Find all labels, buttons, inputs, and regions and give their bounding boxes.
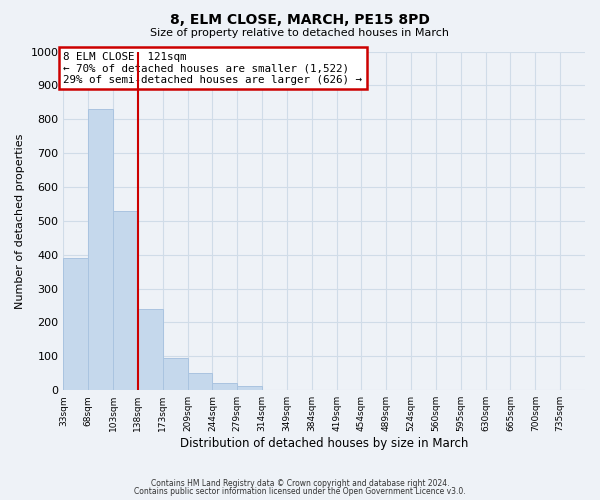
Bar xyxy=(113,210,138,390)
Bar xyxy=(237,386,262,390)
Text: Contains HM Land Registry data © Crown copyright and database right 2024.: Contains HM Land Registry data © Crown c… xyxy=(151,478,449,488)
Text: Contains public sector information licensed under the Open Government Licence v3: Contains public sector information licen… xyxy=(134,487,466,496)
Bar xyxy=(88,109,113,390)
Y-axis label: Number of detached properties: Number of detached properties xyxy=(15,133,25,308)
Bar xyxy=(188,374,212,390)
Text: 8 ELM CLOSE: 121sqm
← 70% of detached houses are smaller (1,522)
29% of semi-det: 8 ELM CLOSE: 121sqm ← 70% of detached ho… xyxy=(64,52,362,84)
Bar xyxy=(163,358,188,390)
Bar xyxy=(64,258,88,390)
Bar xyxy=(138,309,163,390)
X-axis label: Distribution of detached houses by size in March: Distribution of detached houses by size … xyxy=(180,437,469,450)
Text: Size of property relative to detached houses in March: Size of property relative to detached ho… xyxy=(151,28,449,38)
Bar xyxy=(212,384,237,390)
Text: 8, ELM CLOSE, MARCH, PE15 8PD: 8, ELM CLOSE, MARCH, PE15 8PD xyxy=(170,12,430,26)
